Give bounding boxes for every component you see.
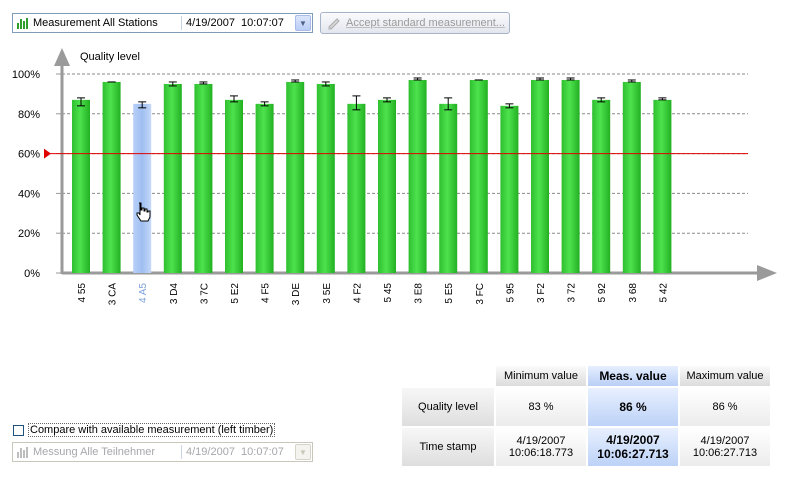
chevron-down-icon[interactable]: ▼ [295,444,311,460]
timestamp-max-value: 4/19/2007 10:06:27.713 [680,428,770,466]
bar [194,83,213,273]
station-select-value: Measurement All Stations [13,14,181,32]
bar [378,99,396,274]
measurement-stats-table: Minimum value Meas. value Maximum value … [400,364,772,468]
x-tick-label: 3 F2 [536,283,547,303]
bar [531,79,549,273]
datetime-select-value: 4/19/2007 10:07:07 [186,17,284,29]
y-axis-title: Quality level [80,51,140,63]
compare-station-select[interactable]: Messung Alle Teilnehmer 4/19/2007 10:07:… [12,442,313,462]
bar [255,103,274,273]
x-tick-label: 4 F2 [352,283,363,303]
ruler-pencil-icon [328,18,340,30]
y-axis-arrowhead [54,48,70,66]
y-tick-label: 0% [24,268,40,280]
x-tick-label: 3 68 [628,283,639,303]
x-tick-label: 5 92 [597,283,608,303]
x-tick-label: 3 FC [475,283,486,305]
y-tick-label: 40% [18,188,40,200]
meas-value-header[interactable]: Meas. value [588,366,678,386]
x-tick-label: 3 CA [108,283,119,306]
bar-chart-icon [17,446,28,458]
bar [469,79,488,273]
quality-chart: 0% 20% 40% 60% 80% 100% Quality level 4 55 3 C… [12,48,777,306]
x-tick-label: 5 95 [505,283,516,303]
bar [439,103,458,273]
quality-level-row-label: Quality level [402,388,494,426]
bar [286,81,305,274]
bar [163,83,182,273]
quality-meas-value: 86 % [588,388,678,426]
y-tick-label: 60% [18,149,40,161]
x-tick-label: 3 7C [199,283,210,304]
quality-max-value: 86 % [680,388,770,426]
bar [622,81,641,274]
accept-standard-measurement-button[interactable]: Accept standard measurement... [320,12,510,34]
timestamp-meas-value: 4/19/2007 10:06:27.713 [588,428,678,466]
y-tick-label: 20% [18,228,40,240]
y-tick-label: 80% [18,109,40,121]
bar [133,103,152,273]
bar [653,99,672,274]
x-tick-label: 3 E8 [414,283,425,304]
compare-datetime-value: 4/19/2007 10:07:07 [186,446,284,458]
compare-station-select-value: Messung Alle Teilnehmer [13,443,181,461]
bar-chart-icon [17,17,28,29]
x-tick-label: 3 DE [291,283,302,306]
x-tick-label: 3 5E [322,283,333,304]
x-axis-arrowhead [757,265,777,281]
x-tick-label: 3 72 [567,283,578,303]
accept-standard-measurement-label: Accept standard measurement... [346,17,505,29]
timestamp-min-value: 4/19/2007 10:06:18.773 [496,428,586,466]
x-tick-label: 5 45 [383,283,394,303]
hand-cursor-icon [136,202,151,222]
quality-min-value: 83 % [496,388,586,426]
threshold-marker [44,148,51,159]
x-tick-label: 4 F5 [261,283,272,303]
bar [500,105,519,273]
bar [316,83,335,273]
compare-checkbox[interactable]: Compare with available measurement (left… [13,423,276,437]
compare-checkbox-label: Compare with available measurement (left… [28,423,276,437]
maximum-value-header: Maximum value [680,366,770,386]
bar [592,99,611,274]
bar [408,79,427,273]
bar [347,103,366,273]
station-select[interactable]: Measurement All Stations 4/19/2007 10:07… [12,13,313,33]
station-select-label: Measurement All Stations [33,17,158,29]
bar [225,99,243,274]
bar [102,81,121,274]
x-tick-label: 5 42 [658,283,669,303]
x-tick-label: 5 E2 [230,283,241,304]
x-tick-label: 4 55 [77,283,88,303]
x-tick-label: 5 E5 [444,283,455,304]
minimum-value-header: Minimum value [496,366,586,386]
checkbox-box[interactable] [13,424,24,436]
compare-station-label: Messung Alle Teilnehmer [33,446,156,458]
x-tick-label: 4 A5 [138,283,149,303]
chevron-down-icon[interactable]: ▼ [295,15,311,31]
time-stamp-row-label: Time stamp [402,428,494,466]
y-tick-label: 100% [12,69,40,81]
bar [561,79,580,273]
x-tick-label: 3 D4 [169,283,180,305]
bar [72,99,90,274]
